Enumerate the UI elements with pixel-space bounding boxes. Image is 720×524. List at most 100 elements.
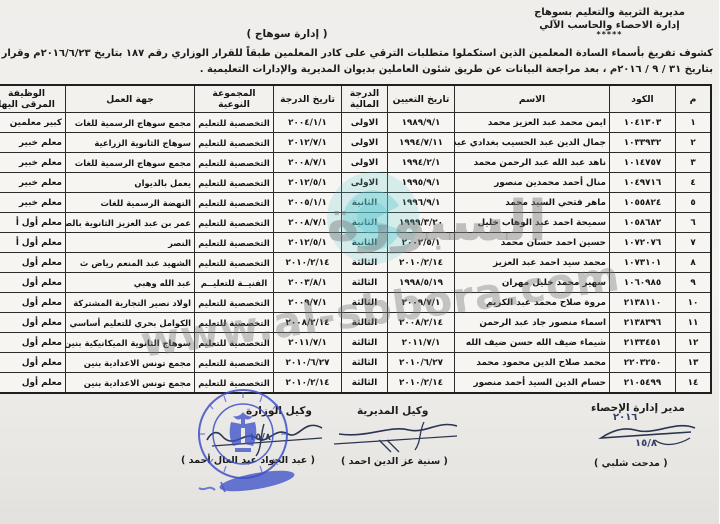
cell-group: التخصصية للتعليم (195, 352, 275, 373)
table-row: ٦ ١٠٥٨٦٨٢ سميحة احمد عبد الوهاب خليل ١٩٩٩/٣… (0, 212, 713, 233)
column-header-grade_date: تاريخ الدرجة (274, 84, 343, 113)
signature-name-stats-manager: ( مدحت شلبي ) (595, 458, 669, 469)
cell-grade_date: ٢٠٠٥/١/١ (274, 192, 343, 213)
cell-code: ١٠٧٣١٠١ (610, 252, 677, 273)
cell-fin_grade: الثالثة (342, 292, 389, 313)
cell-promoted: معلم أول (0, 332, 67, 353)
cell-hire_date: ١٩٨٩/٩/١ (388, 112, 456, 133)
cell-code: ٢١٠٥٤٩٩ (610, 372, 677, 394)
cell-name: حسام الدين السيد أحمد منصور (455, 372, 611, 394)
cell-grade_date: ٢٠٠٨/٢/١٤ (274, 312, 343, 333)
cell-grade_date: ٢٠١١/٧/١ (274, 332, 343, 353)
cell-fin_grade: الثالثة (342, 332, 389, 353)
table-row: ٨ ١٠٧٣١٠١ محمد سيد احمد عبد العزيز ٢٠١٠/٢/١… (0, 252, 713, 273)
column-header-workplace: جهة العمل (66, 84, 196, 113)
column-header-group: المجموعة النوعية (195, 84, 275, 113)
handwritten-year-right: ٢٠١٦ (614, 412, 639, 423)
cell-grade_date: ٢٠٠٣/٨/١ (274, 272, 343, 293)
cell-workplace: اولاد نصير التجارية المشتركة (66, 292, 196, 313)
cell-num: ١٣ (676, 352, 713, 373)
cell-hire_date: ١٩٩٩/٣/٢٠ (388, 212, 456, 233)
cell-fin_grade: الاولى (342, 152, 389, 173)
cell-workplace: يعمل بالديوان (66, 172, 196, 193)
cell-name: جمال الدين عبد الحسيب بغدادي عبداللطيف (455, 132, 611, 153)
signature-stats-manager (599, 424, 697, 446)
cell-fin_grade: الاولى (342, 172, 389, 193)
cell-num: ٧ (676, 232, 713, 253)
signature-title-directorate-deputy: وكيل المديرية (358, 405, 430, 417)
cell-name: سهير محمد خليل مهران (455, 272, 611, 293)
cell-hire_date: ١٩٩٤/٧/١١ (388, 132, 456, 153)
cell-code: ١٠٦٠٩٨٥ (610, 272, 677, 293)
cell-num: ١٤ (676, 372, 713, 394)
cell-workplace: سوهاج الثانوية الميكانيكية بنين (66, 332, 196, 353)
cell-workplace: النصر (66, 232, 196, 253)
cell-num: ١٠ (676, 292, 713, 313)
cell-fin_grade: الثالثة (342, 272, 389, 293)
table-row: ٥ ١٠٥٥٨٢٤ ماهر فتحي السيد محمد ١٩٩٦/٩/١ الثا… (0, 192, 713, 213)
cell-fin_grade: الثالثة (342, 252, 389, 273)
cell-num: ٩ (676, 272, 713, 293)
column-header-hire_date: تاريخ التعيين (388, 84, 456, 113)
cell-promoted: معلم أول (0, 352, 67, 373)
cell-grade_date: ٢٠١٠/٢/١٤ (274, 252, 343, 273)
cell-workplace: عبد الله وهبي (66, 272, 196, 293)
cell-group: التخصصية للتعليم (195, 212, 275, 233)
cell-name: سميحة احمد عبد الوهاب خليل (455, 212, 611, 233)
column-header-fin_grade: الدرجة المالية (342, 84, 389, 113)
table-row: ٧ ١٠٧٢٠٧٦ حسين احمد حسان محمد ٢٠٠٢/٥/١ الثان… (0, 232, 713, 253)
cell-workplace: عمر بن عبد العزيز الثانوية بالصلعا (66, 212, 196, 233)
cell-hire_date: ١٩٩٤/٢/١ (388, 152, 456, 173)
cell-group: التخصصية للتعليم (195, 312, 275, 333)
cell-name: اسماء منصور جاد عبد الرحمن (455, 312, 611, 333)
cell-name: منال أحمد محمدين منصور (455, 172, 611, 193)
cell-num: ٣ (676, 152, 713, 173)
cell-workplace: الشهيد عبد المنعم رياض ث (66, 252, 196, 273)
column-header-promoted: الوظيفة المرقى اليها (0, 84, 67, 113)
handwritten-date-left: ١٥/٨ (250, 432, 272, 443)
cell-workplace: الكوامل بحري للتعليم أساسي (66, 312, 196, 333)
org-department: إدارة الاحصاء والحاسب الآلي (540, 20, 681, 31)
signature-name-directorate-deputy: ( سنية عز الدين احمد ) (342, 456, 449, 467)
cell-name: محمد سيد احمد عبد العزيز (455, 252, 611, 273)
cell-code: ٢١٣٨٣٩٦ (610, 312, 677, 333)
cell-hire_date: ٢٠١٠/٢/١٤ (388, 372, 456, 394)
cell-group: التخصصية للتعليم (195, 192, 275, 213)
cell-hire_date: ٢٠١٠/٢/١٤ (388, 252, 456, 273)
cell-grade_date: ٢٠١٢/٥/١ (274, 232, 343, 253)
cell-hire_date: ٢٠١١/٧/١ (388, 332, 456, 353)
cell-name: ايمن محمد عبد العزيز محمد (455, 112, 611, 133)
cell-code: ١٠٥٨٦٨٢ (610, 212, 677, 233)
cell-fin_grade: الثالثة (342, 352, 389, 373)
cell-code: ١٠٤٩٧١٦ (610, 172, 677, 193)
ink-smudge (199, 470, 296, 493)
cell-fin_grade: الثالثة (342, 312, 389, 333)
cell-name: شيماء ضيف الله حسن ضيف الله (455, 332, 611, 353)
cell-workplace: مجمع تونس الاعدادية بنين (66, 372, 196, 394)
cell-name: حسين احمد حسان محمد (455, 232, 611, 253)
cell-promoted: معلم أول أ (0, 232, 67, 253)
promotion-roster-table: م الكود الاسم تاريخ التعيين الدرجة المالية تا… (0, 84, 713, 394)
table-row: ١٣ ٢٢٠٣٢٥٠ محمد صلاح الدين محمود محمد ٢٠١٠/… (0, 352, 713, 373)
cell-code: ٢١٣٣٤٥١ (610, 332, 677, 353)
table-row: ١ ١٠٤١٣٠٣ ايمن محمد عبد العزيز محمد ١٩٨٩/٩/… (0, 112, 713, 133)
table-row: ١٠ ٢١٣٨١١٠ مروة صلاح محمد عبد الكريم ٢٠٠٩/٧… (0, 292, 713, 313)
table-row: ٩ ١٠٦٠٩٨٥ سهير محمد خليل مهران ١٩٩٨/٥/١٩ الث… (0, 272, 713, 293)
cell-fin_grade: الثالثة (342, 372, 389, 394)
cell-hire_date: ٢٠٠٨/٢/١٤ (388, 312, 456, 333)
cell-hire_date: ٢٠٠٢/٥/١ (388, 232, 456, 253)
cell-name: ماهر فتحي السيد محمد (455, 192, 611, 213)
cell-group: التخصصية للتعليم (195, 172, 275, 193)
column-header-code: الكود (610, 84, 677, 113)
cell-hire_date: ١٩٩٦/٩/١ (388, 192, 456, 213)
cell-fin_grade: الثانية (342, 212, 389, 233)
cell-group: التخصصية للتعليم (195, 232, 275, 253)
cell-grade_date: ٢٠٠٤/١/١ (274, 112, 343, 133)
cell-workplace: النهضة الرسمية للغات (66, 192, 196, 213)
document-title-line2: بتاريخ ٣١ / ٩ / ٢٠١٦م ، بعد مراجعة البيا… (200, 64, 714, 75)
cell-hire_date: ١٩٩٥/٩/١ (388, 172, 456, 193)
document-title-line1: كشوف تفريغ بأسماء السادة المعلمين الذين … (0, 48, 714, 59)
cell-fin_grade: الاولى (342, 132, 389, 153)
signature-directorate-deputy (334, 421, 459, 453)
